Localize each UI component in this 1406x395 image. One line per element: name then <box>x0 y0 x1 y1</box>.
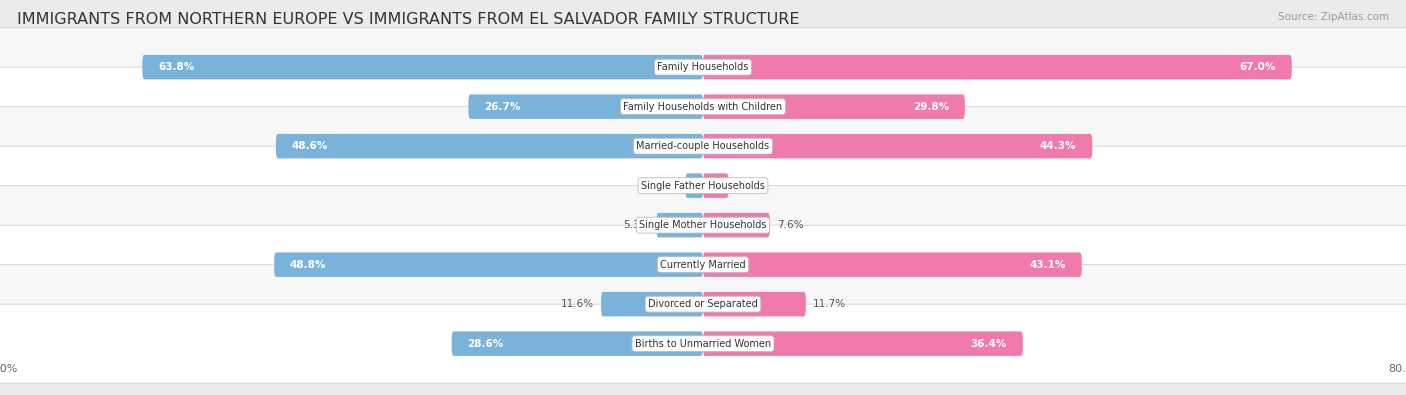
Text: 11.7%: 11.7% <box>813 299 846 309</box>
FancyBboxPatch shape <box>0 225 1406 304</box>
FancyBboxPatch shape <box>274 252 703 277</box>
FancyBboxPatch shape <box>0 265 1406 344</box>
Text: Single Father Households: Single Father Households <box>641 181 765 191</box>
Text: 44.3%: 44.3% <box>1040 141 1077 151</box>
FancyBboxPatch shape <box>703 134 1092 158</box>
Text: Family Households: Family Households <box>658 62 748 72</box>
FancyBboxPatch shape <box>657 213 703 237</box>
FancyBboxPatch shape <box>0 304 1406 383</box>
Text: 29.8%: 29.8% <box>912 102 949 112</box>
Text: 11.6%: 11.6% <box>561 299 593 309</box>
Text: 43.1%: 43.1% <box>1029 260 1066 270</box>
FancyBboxPatch shape <box>0 146 1406 225</box>
FancyBboxPatch shape <box>703 292 806 316</box>
Text: Family Households with Children: Family Households with Children <box>623 102 783 112</box>
FancyBboxPatch shape <box>686 173 703 198</box>
Text: 2.9%: 2.9% <box>735 181 762 191</box>
Text: Single Mother Households: Single Mother Households <box>640 220 766 230</box>
FancyBboxPatch shape <box>0 186 1406 265</box>
FancyBboxPatch shape <box>703 252 1081 277</box>
Text: 80.0%: 80.0% <box>1388 364 1406 374</box>
FancyBboxPatch shape <box>703 173 728 198</box>
Text: Births to Unmarried Women: Births to Unmarried Women <box>636 339 770 349</box>
Text: 2.0%: 2.0% <box>652 181 678 191</box>
FancyBboxPatch shape <box>703 331 1024 356</box>
Text: 63.8%: 63.8% <box>159 62 194 72</box>
FancyBboxPatch shape <box>451 331 703 356</box>
FancyBboxPatch shape <box>0 107 1406 186</box>
Text: Currently Married: Currently Married <box>661 260 745 270</box>
Text: 36.4%: 36.4% <box>970 339 1007 349</box>
FancyBboxPatch shape <box>602 292 703 316</box>
Text: Divorced or Separated: Divorced or Separated <box>648 299 758 309</box>
FancyBboxPatch shape <box>703 94 965 119</box>
FancyBboxPatch shape <box>0 28 1406 107</box>
Text: 48.8%: 48.8% <box>290 260 326 270</box>
Text: Source: ZipAtlas.com: Source: ZipAtlas.com <box>1278 12 1389 22</box>
FancyBboxPatch shape <box>468 94 703 119</box>
FancyBboxPatch shape <box>703 55 1292 79</box>
Text: 48.6%: 48.6% <box>292 141 328 151</box>
FancyBboxPatch shape <box>0 67 1406 146</box>
FancyBboxPatch shape <box>703 213 770 237</box>
Text: 28.6%: 28.6% <box>467 339 503 349</box>
FancyBboxPatch shape <box>142 55 703 79</box>
Text: 67.0%: 67.0% <box>1240 62 1277 72</box>
Text: 26.7%: 26.7% <box>484 102 520 112</box>
Text: 5.3%: 5.3% <box>623 220 650 230</box>
Text: Married-couple Households: Married-couple Households <box>637 141 769 151</box>
Text: 80.0%: 80.0% <box>0 364 18 374</box>
Text: IMMIGRANTS FROM NORTHERN EUROPE VS IMMIGRANTS FROM EL SALVADOR FAMILY STRUCTURE: IMMIGRANTS FROM NORTHERN EUROPE VS IMMIG… <box>17 12 800 27</box>
Text: 7.6%: 7.6% <box>778 220 803 230</box>
FancyBboxPatch shape <box>276 134 703 158</box>
